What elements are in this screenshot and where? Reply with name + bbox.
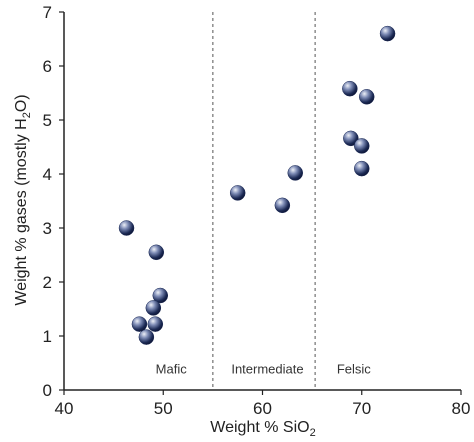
region-label-mafic: Mafic xyxy=(156,361,188,376)
x-axis-title-subscript: 2 xyxy=(310,427,316,439)
data-point xyxy=(343,130,359,147)
x-tick-label: 70 xyxy=(352,399,371,418)
data-point xyxy=(379,25,396,42)
x-tick-label: 80 xyxy=(452,399,471,418)
data-point xyxy=(354,160,370,177)
data-point xyxy=(358,89,375,105)
y-tick-label: 1 xyxy=(43,327,52,346)
region-labels: Mafic Intermediate Felsic xyxy=(156,361,372,376)
data-point xyxy=(148,244,165,261)
y-axis-title-subscript: 2 xyxy=(21,112,33,118)
data-point xyxy=(145,300,162,316)
y-tick-label: 4 xyxy=(43,165,52,184)
y-tick-label: 7 xyxy=(43,3,52,22)
data-point xyxy=(147,316,164,332)
x-tick-label: 60 xyxy=(253,399,272,418)
data-point xyxy=(138,329,155,345)
data-point xyxy=(287,165,304,181)
data-point xyxy=(118,220,135,236)
data-point xyxy=(152,287,169,304)
y-tick-label: 3 xyxy=(43,219,52,238)
data-point xyxy=(131,316,148,332)
x-tick-label: 50 xyxy=(154,399,173,418)
axes xyxy=(63,12,461,391)
y-tick-label: 2 xyxy=(43,273,52,292)
y-tick-label: 5 xyxy=(43,111,52,130)
region-dividers xyxy=(212,12,316,390)
data-points xyxy=(118,25,396,345)
y-tick-label: 6 xyxy=(43,57,52,76)
x-axis-title: Weight % SiO2 xyxy=(210,419,315,439)
y-axis-ticks: 0 1 2 3 4 5 6 7 xyxy=(43,3,64,400)
x-tick-label: 40 xyxy=(55,399,74,418)
region-label-felsic: Felsic xyxy=(337,361,371,376)
data-point xyxy=(274,197,291,214)
x-axis-ticks: 40 50 60 70 80 xyxy=(55,390,471,418)
y-axis-title: Weight % gases (mostly H2O) xyxy=(13,94,33,305)
data-point xyxy=(229,185,246,201)
data-point xyxy=(342,80,358,97)
y-tick-label: 0 xyxy=(43,381,52,400)
data-point xyxy=(354,138,370,154)
region-label-intermediate: Intermediate xyxy=(231,361,303,376)
